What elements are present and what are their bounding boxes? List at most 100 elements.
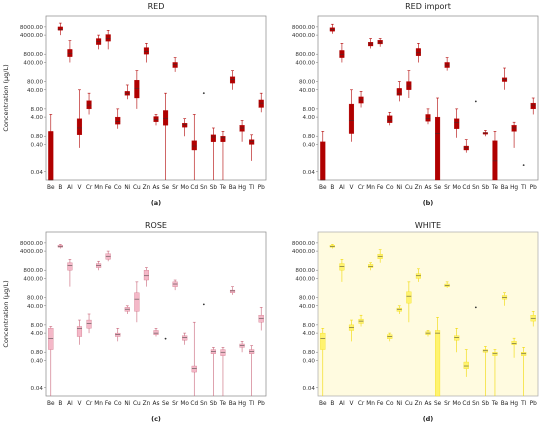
x-category-label: Be	[319, 401, 327, 407]
x-category-label: V	[77, 185, 81, 191]
x-category-label: Zn	[415, 185, 423, 191]
x-category-label: As	[425, 401, 432, 407]
x-category-label: Cr	[358, 185, 365, 191]
outlier-point	[202, 92, 205, 95]
x-category-label: Tl	[248, 401, 255, 407]
y-tick-label: 8000.00	[20, 241, 44, 247]
y-tick-label: 400.00	[295, 276, 315, 282]
box-iqr	[454, 335, 460, 341]
panel-caption: (b)	[423, 199, 434, 207]
x-category-label: Cr	[86, 185, 93, 191]
x-category-label: B	[330, 185, 334, 191]
y-tick-label: 0.40	[303, 142, 316, 148]
box-iqr	[229, 289, 236, 293]
box-iqr	[105, 34, 111, 42]
box-iqr	[435, 116, 441, 181]
y-tick-label: 0.04	[303, 170, 316, 176]
x-category-label: Sb	[482, 185, 490, 191]
y-tick-label: 400.00	[23, 60, 43, 66]
panel-caption: (a)	[151, 199, 161, 207]
box-iqr	[320, 141, 326, 181]
y-tick-label: 0.04	[31, 170, 44, 176]
x-category-label: Zn	[143, 401, 151, 407]
box-iqr	[182, 335, 188, 341]
x-category-label: Se	[434, 185, 442, 191]
x-category-label: Sn	[200, 401, 208, 407]
box-iqr	[511, 125, 517, 132]
x-category-label: Sr	[444, 185, 451, 191]
y-axis-label: Concentration (μg/L)	[2, 280, 10, 347]
x-category-label: Co	[386, 185, 394, 191]
x-category-label: Cd	[462, 401, 470, 407]
x-category-label: As	[425, 185, 432, 191]
x-category-label: Se	[162, 185, 170, 191]
y-tick-label: 80.00	[27, 296, 43, 302]
y-tick-label: 4000.00	[292, 249, 316, 255]
y-axis-label: Concentration (μg/L)	[2, 64, 10, 131]
box-iqr	[86, 100, 92, 110]
x-category-label: Ba	[501, 401, 509, 407]
y-tick-label: 400.00	[295, 60, 315, 66]
y-tick-label: 40.00	[299, 304, 315, 310]
x-category-label: Mn	[366, 401, 375, 407]
box-iqr	[153, 116, 159, 122]
y-tick-label: 0.80	[31, 350, 44, 356]
x-category-label: As	[153, 401, 160, 407]
y-tick-label: 8.00	[31, 107, 44, 113]
x-category-label: Sb	[482, 401, 490, 407]
x-category-label: V	[349, 401, 353, 407]
x-category-label: Sn	[200, 185, 208, 191]
chart-title: WHITE	[415, 221, 441, 230]
x-category-label: Ba	[229, 401, 237, 407]
y-tick-label: 4.00	[303, 115, 316, 121]
y-tick-label: 0.04	[31, 386, 44, 392]
x-category-label: Pb	[530, 185, 537, 191]
box-iqr	[76, 118, 83, 135]
x-category-label: Mo	[180, 185, 189, 191]
panel-white: WHITE 8000.00 4000.00 800.00 400.00 80.00 40.0…	[292, 221, 539, 423]
outlier-point	[474, 306, 477, 309]
y-tick-label: 800.00	[295, 268, 315, 274]
y-tick-label: 8.00	[303, 323, 316, 329]
box-iqr	[220, 349, 226, 356]
x-category-label: Ni	[124, 185, 130, 191]
box-iqr	[182, 123, 188, 128]
x-category-label: V	[349, 185, 353, 191]
x-category-label: Fe	[377, 401, 384, 407]
x-category-label: Mo	[180, 401, 189, 407]
box-iqr	[172, 62, 178, 68]
x-category-label: Cd	[190, 185, 198, 191]
box-iqr	[425, 114, 431, 122]
box-iqr	[143, 47, 149, 55]
y-tick-label: 0.04	[303, 386, 316, 392]
x-category-label: Pb	[258, 401, 265, 407]
x-category-label: Te	[491, 185, 499, 191]
box-iqr	[415, 48, 421, 56]
box-iqr	[210, 134, 216, 142]
x-category-label: Cu	[133, 401, 141, 407]
y-tick-label: 40.00	[299, 88, 315, 94]
box-iqr	[86, 319, 92, 329]
x-category-label: As	[153, 185, 160, 191]
y-tick-label: 4000.00	[292, 33, 316, 39]
x-category-label: Cu	[405, 185, 413, 191]
box-iqr	[530, 102, 536, 110]
y-tick-label: 4.00	[303, 331, 316, 337]
box-iqr	[191, 140, 197, 151]
box-iqr	[454, 118, 460, 129]
y-tick-label: 4.00	[31, 115, 44, 121]
box-iqr	[57, 26, 63, 31]
box-iqr	[435, 330, 441, 397]
plot-frame	[45, 15, 267, 181]
y-tick-label: 4000.00	[20, 249, 44, 255]
x-category-label: Be	[319, 185, 327, 191]
box-iqr	[258, 99, 264, 108]
y-tick-label: 800.00	[23, 268, 43, 274]
y-tick-label: 0.40	[31, 142, 44, 148]
x-category-label: Al	[67, 401, 73, 407]
box-iqr	[191, 365, 197, 373]
y-tick-label: 800.00	[23, 52, 43, 58]
panel-caption: (d)	[423, 415, 434, 423]
box-iqr	[220, 136, 226, 142]
x-category-label: Tl	[520, 401, 527, 407]
